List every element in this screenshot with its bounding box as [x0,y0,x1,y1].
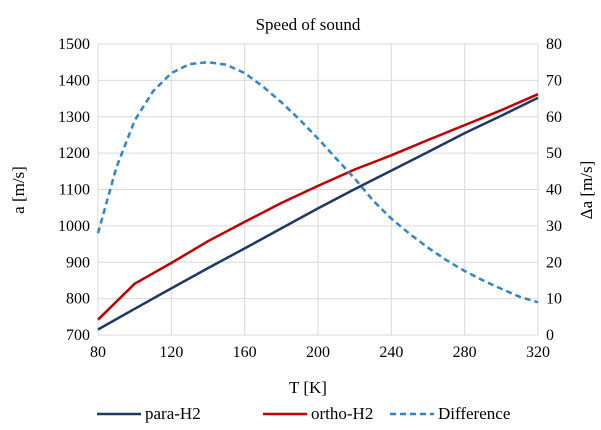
plot-area [97,43,539,336]
y2-tick-label: 70 [546,72,562,89]
y-axis-title: a [m/s] [9,166,28,214]
series-difference-line [96,60,539,304]
y-tick-label: 700 [66,327,90,344]
y2-tick-label: 0 [546,327,554,344]
y2-tick-label: 40 [546,182,562,199]
gridlines [97,43,539,336]
chart-title: Speed of sound [256,15,361,34]
x-tick-label: 200 [306,344,330,361]
legend-label: Difference [438,404,510,423]
y-tick-label: 1300 [58,109,90,126]
series-ortho-h2-line [97,93,539,321]
legend: para-H2 ortho-H2 Difference [97,404,510,423]
y-tick-label: 1200 [58,145,90,162]
x-tick-label: 240 [379,344,403,361]
x-tick-label: 160 [233,344,257,361]
y2-tick-label: 50 [546,145,562,162]
y2-tick-label: 10 [546,291,562,308]
tick-labels: 80 120 160 200 240 280 32070080090010001100120… [58,36,562,361]
y2-tick-label: 20 [546,254,562,271]
x-axis-title: T [K] [289,378,327,397]
x-tick-label: 280 [453,344,477,361]
y2-tick-label: 60 [546,109,562,126]
y-tick-label: 1400 [58,72,90,89]
y-tick-label: 1500 [58,36,90,53]
series-para-h2-line [97,96,539,331]
x-tick-label: 320 [526,344,550,361]
legend-label: ortho-H2 [311,404,373,423]
y-tick-label: 1100 [59,182,90,199]
y2-axis-title: Δa [m/s] [577,161,596,220]
x-tick-label: 120 [159,344,183,361]
y-tick-label: 900 [66,254,90,271]
y-tick-label: 1000 [58,218,90,235]
series-lines [96,60,539,331]
y2-tick-label: 30 [546,218,562,235]
x-tick-label: 80 [90,344,106,361]
y2-tick-label: 80 [546,36,562,53]
legend-label: para-H2 [145,404,201,423]
y-tick-label: 800 [66,291,90,308]
